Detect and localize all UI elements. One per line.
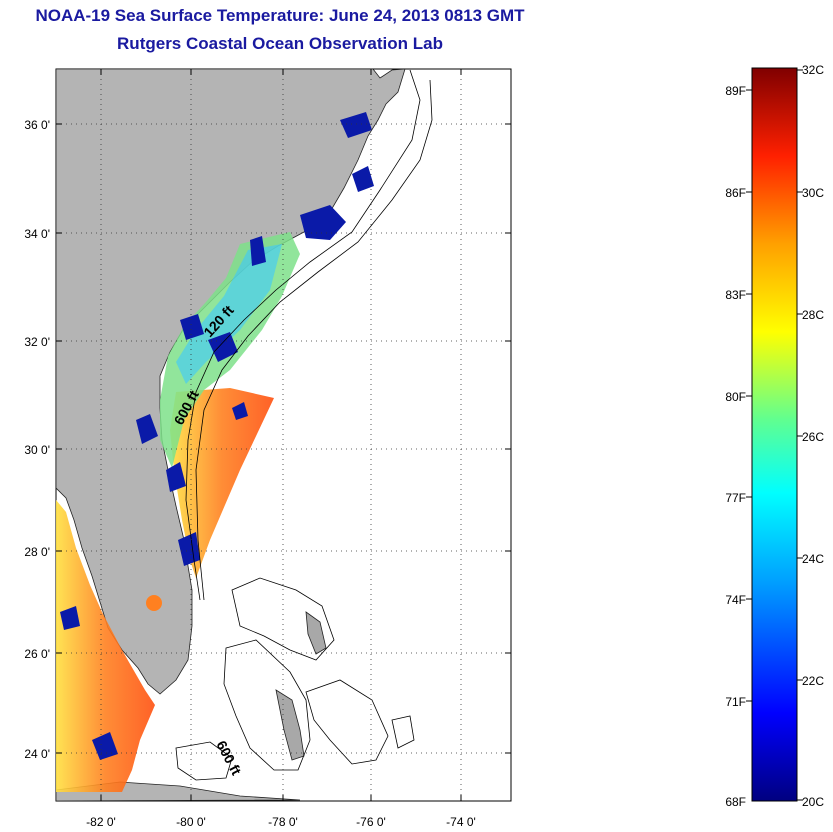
colorbar-celsius-label: 28C bbox=[802, 308, 824, 322]
colorbar-fahrenheit-label: 83F bbox=[725, 288, 746, 302]
colorbar-fahrenheit-label: 89F bbox=[725, 84, 746, 98]
land-abaco bbox=[305, 611, 327, 655]
lat-tick-label: 28 0' bbox=[24, 545, 50, 559]
graticule bbox=[56, 69, 511, 801]
sst-swath-gulf bbox=[56, 500, 155, 792]
colorbar-fahrenheit-label: 74F bbox=[725, 593, 746, 607]
sst-coastal-band-cyan bbox=[176, 244, 282, 384]
colorbar-fahrenheit-label: 77F bbox=[725, 491, 746, 505]
sst-swath-atlantic bbox=[170, 388, 274, 578]
map-subtitle: Rutgers Coastal Ocean Observation Lab bbox=[117, 34, 443, 53]
lat-tick-label: 26 0' bbox=[24, 647, 50, 661]
colorbar-celsius-label: 30C bbox=[802, 186, 824, 200]
lat-tick-label: 24 0' bbox=[24, 747, 50, 761]
colorbar-ticks bbox=[746, 69, 803, 801]
frame-ticks bbox=[56, 69, 511, 801]
lon-tick-label: -80 0' bbox=[176, 815, 206, 829]
colorbar-celsius-label: 22C bbox=[802, 674, 824, 688]
colorbar-celsius-label: 26C bbox=[802, 430, 824, 444]
map-title: NOAA-19 Sea Surface Temperature: June 24… bbox=[35, 6, 525, 25]
lat-tick-label: 34 0' bbox=[24, 227, 50, 241]
sst-small-patch bbox=[146, 595, 162, 611]
lat-tick-label: 30 0' bbox=[24, 443, 50, 457]
lon-tick-label: -82 0' bbox=[86, 815, 116, 829]
lon-tick-label: -76 0' bbox=[356, 815, 386, 829]
colorbar-celsius-label: 24C bbox=[802, 552, 824, 566]
colorbar-fahrenheit-label: 86F bbox=[725, 186, 746, 200]
colorbar-fahrenheit-label: 71F bbox=[725, 695, 746, 709]
temperature-colorbar bbox=[751, 67, 798, 802]
colorbar-celsius-label: 32C bbox=[802, 63, 824, 77]
lon-tick-label: -74 0' bbox=[446, 815, 476, 829]
map-content: 120 ft 600 ft 600 ft bbox=[56, 69, 511, 801]
lon-tick-label: -78 0' bbox=[268, 815, 298, 829]
colorbar-fahrenheit-label: 80F bbox=[725, 390, 746, 404]
lat-tick-label: 36 0' bbox=[24, 118, 50, 132]
colorbar-fahrenheit-label: 68F bbox=[725, 795, 746, 809]
lat-tick-label: 32 0' bbox=[24, 335, 50, 349]
colorbar-celsius-label: 20C bbox=[802, 795, 824, 809]
bathymetry-contours bbox=[175, 69, 433, 781]
